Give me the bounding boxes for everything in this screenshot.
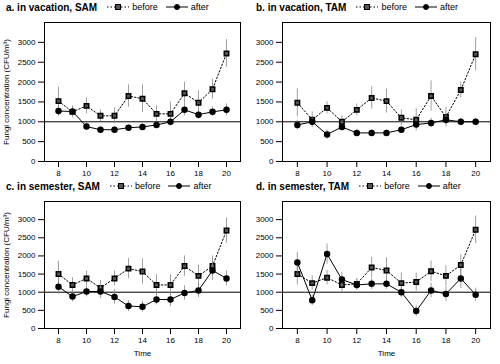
svg-text:2000: 2000 xyxy=(256,78,274,87)
svg-text:16: 16 xyxy=(412,169,421,178)
svg-text:14: 14 xyxy=(382,169,391,178)
svg-text:500: 500 xyxy=(260,137,274,146)
html-text:before: before xyxy=(134,181,161,191)
svg-text:0: 0 xyxy=(269,324,274,333)
svg-text:20: 20 xyxy=(222,169,231,178)
html-text:after: after xyxy=(439,2,458,12)
svg-text:12: 12 xyxy=(352,336,361,345)
svg-text:2500: 2500 xyxy=(18,58,36,67)
svg-text:1500: 1500 xyxy=(18,97,36,106)
svg-text:500: 500 xyxy=(260,306,274,315)
svg-text:2000: 2000 xyxy=(18,78,36,87)
svg-text:2500: 2500 xyxy=(18,233,36,242)
svg-text:10: 10 xyxy=(82,169,91,178)
svg-text:8: 8 xyxy=(295,169,300,178)
svg-text:16: 16 xyxy=(166,336,175,345)
svg-text:8: 8 xyxy=(56,169,61,178)
svg-text:2000: 2000 xyxy=(18,251,36,260)
html-text:before: before xyxy=(381,2,407,12)
svg-text:8: 8 xyxy=(295,336,300,345)
svg-text:18: 18 xyxy=(194,169,203,178)
svg-text:1500: 1500 xyxy=(18,270,36,279)
html-text:c. in semester, SAM: c. in semester, SAM xyxy=(6,180,100,192)
svg-text:3000: 3000 xyxy=(256,38,274,47)
svg-text:Fungi concentration (CFU/m³): Fungi concentration (CFU/m³) xyxy=(2,212,11,318)
svg-text:2000: 2000 xyxy=(256,251,274,260)
html-text:after: after xyxy=(442,181,461,191)
svg-text:20: 20 xyxy=(471,336,480,345)
html-text:after: after xyxy=(193,181,212,191)
svg-text:2500: 2500 xyxy=(256,233,274,242)
svg-text:18: 18 xyxy=(194,336,203,345)
svg-text:16: 16 xyxy=(166,169,175,178)
svg-text:18: 18 xyxy=(441,336,450,345)
svg-text:12: 12 xyxy=(110,169,119,178)
svg-text:12: 12 xyxy=(110,336,119,345)
svg-text:0: 0 xyxy=(31,157,36,166)
svg-text:10: 10 xyxy=(323,336,332,345)
svg-text:500: 500 xyxy=(22,137,36,146)
svg-text:16: 16 xyxy=(412,336,421,345)
svg-text:3000: 3000 xyxy=(18,38,36,47)
svg-text:14: 14 xyxy=(138,169,147,178)
html-text:a. in vacation, SAM: a. in vacation, SAM xyxy=(6,1,98,13)
svg-text:Time: Time xyxy=(134,349,152,358)
html-text:after: after xyxy=(190,2,209,12)
svg-text:3000: 3000 xyxy=(256,215,274,224)
html-text:d. in semester, TAM: d. in semester, TAM xyxy=(256,180,350,192)
html-text:before: before xyxy=(132,2,158,12)
svg-text:2500: 2500 xyxy=(256,58,274,67)
svg-text:1000: 1000 xyxy=(256,117,274,126)
svg-text:Time: Time xyxy=(378,349,396,358)
svg-text:18: 18 xyxy=(441,169,450,178)
svg-text:8: 8 xyxy=(56,336,61,345)
svg-text:1500: 1500 xyxy=(256,97,274,106)
svg-text:Fungi concentration (CFU/m³): Fungi concentration (CFU/m³) xyxy=(2,39,11,145)
svg-text:0: 0 xyxy=(31,324,36,333)
svg-text:10: 10 xyxy=(323,169,332,178)
svg-text:20: 20 xyxy=(471,169,480,178)
svg-text:500: 500 xyxy=(22,306,36,315)
svg-text:14: 14 xyxy=(382,336,391,345)
svg-text:1000: 1000 xyxy=(18,117,36,126)
html-text:before: before xyxy=(384,181,410,191)
svg-text:14: 14 xyxy=(138,336,147,345)
svg-text:0: 0 xyxy=(269,157,274,166)
svg-text:20: 20 xyxy=(222,336,231,345)
svg-text:10: 10 xyxy=(82,336,91,345)
svg-text:3000: 3000 xyxy=(18,215,36,224)
svg-text:12: 12 xyxy=(352,169,361,178)
svg-text:1500: 1500 xyxy=(256,270,274,279)
html-text:b. in vacation, TAM: b. in vacation, TAM xyxy=(256,1,347,13)
svg-text:1000: 1000 xyxy=(18,288,36,297)
svg-text:1000: 1000 xyxy=(256,288,274,297)
